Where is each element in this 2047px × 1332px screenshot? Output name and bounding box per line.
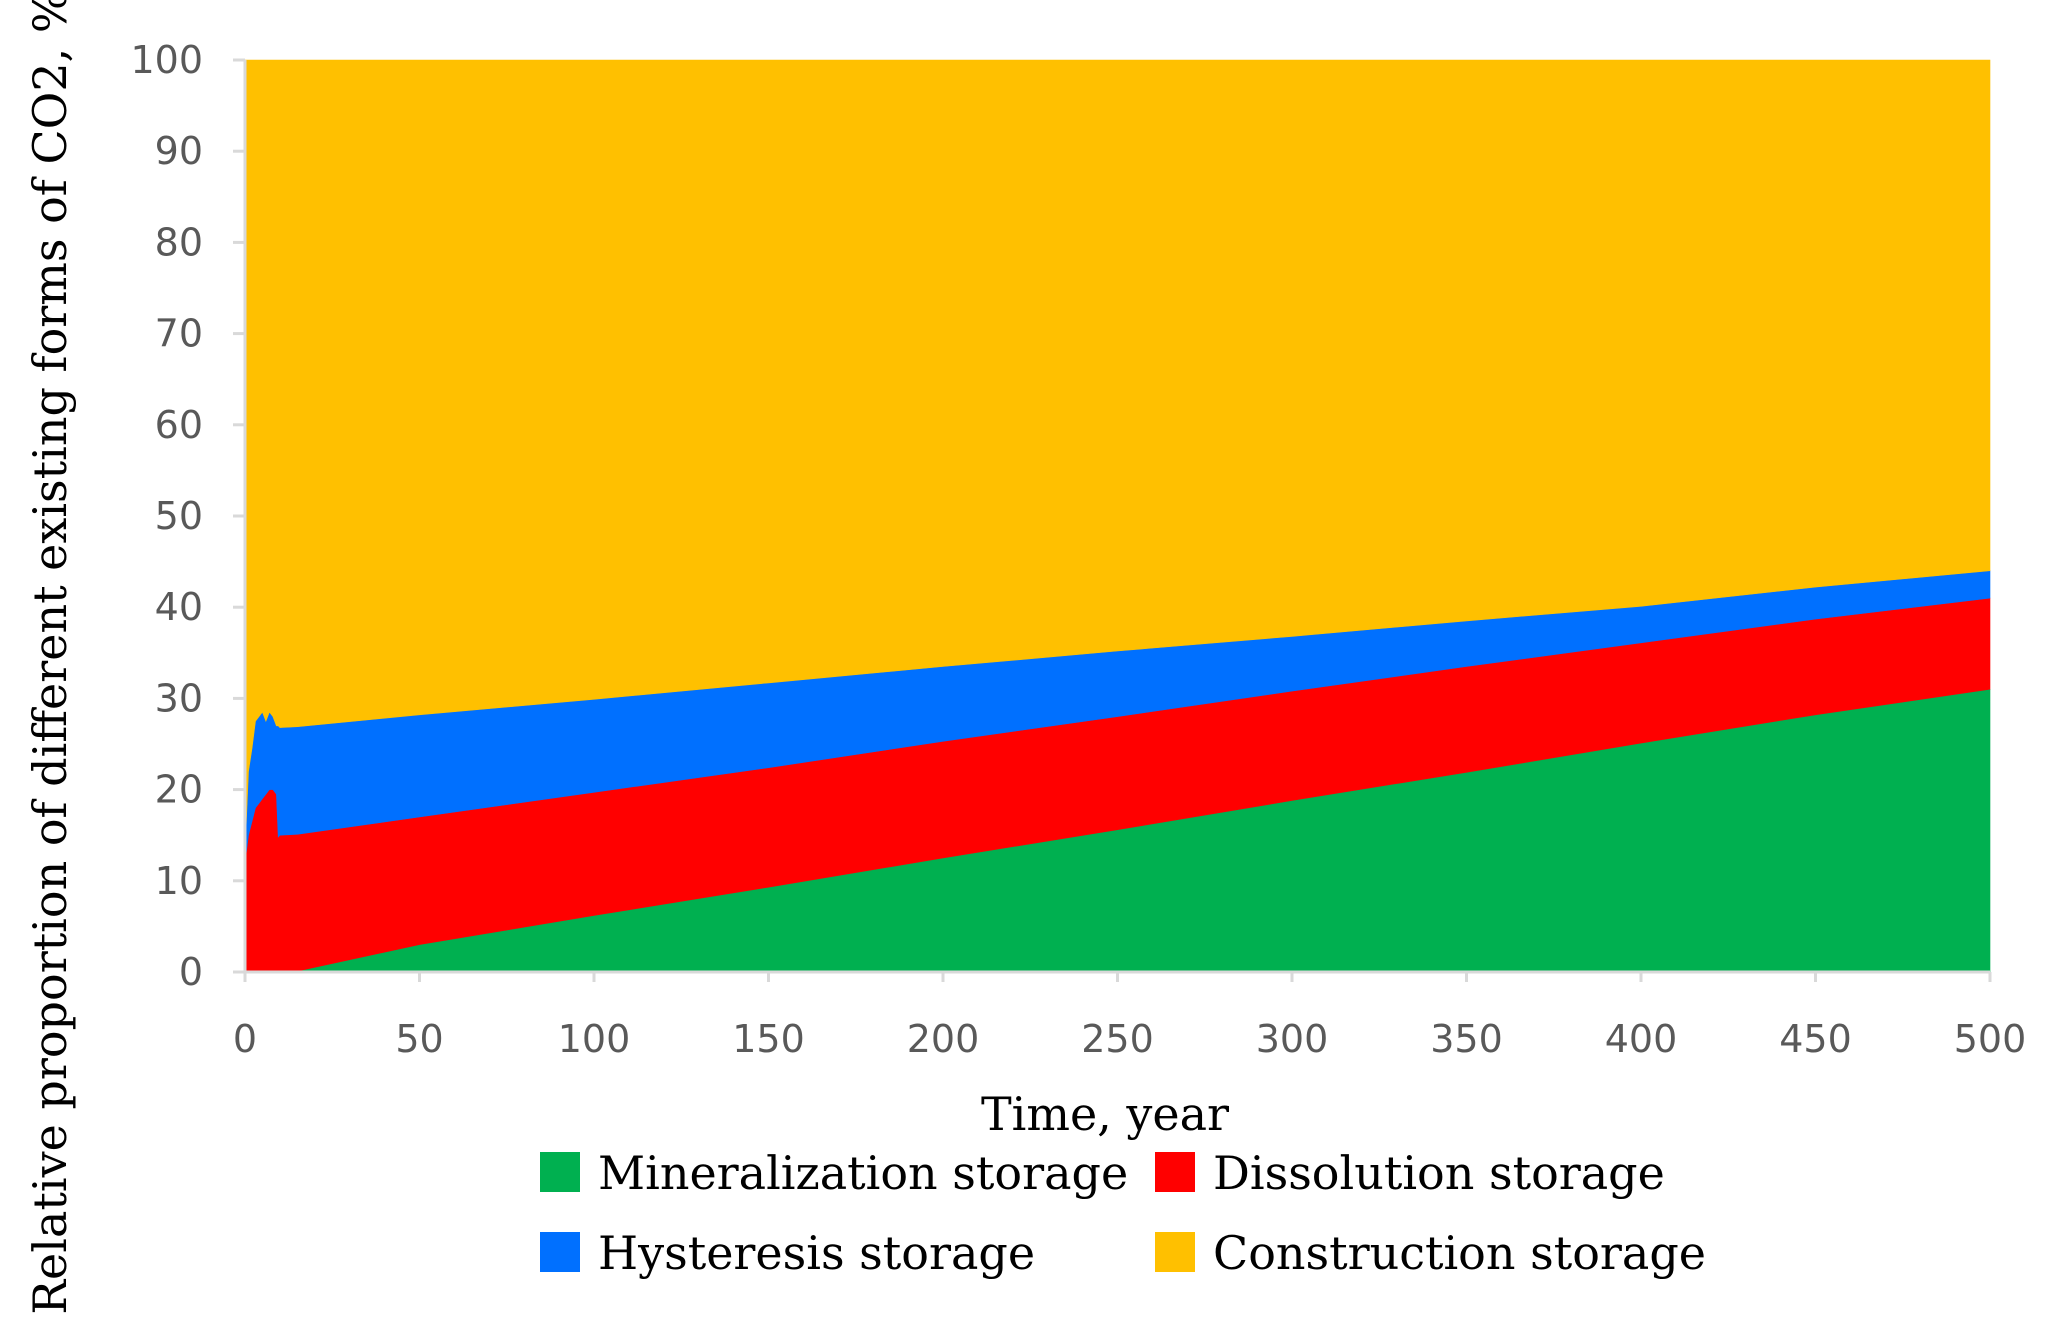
y-tick-label: 70 [155,312,203,356]
y-tick-label: 50 [155,494,203,538]
y-tick-label: 20 [155,768,203,812]
y-tick-label: 10 [155,859,203,903]
y-tick-label: 80 [155,220,203,264]
x-tick-label: 0 [233,1017,257,1061]
x-axis-title: Time, year [981,1087,1229,1141]
y-tick-label: 0 [179,950,203,994]
x-tick-label: 500 [1954,1017,2027,1061]
x-tick-label: 200 [907,1017,980,1061]
y-ticks: 0 10 20 30 40 50 60 70 80 90 100 [130,38,245,994]
x-tick-label: 350 [1430,1017,1503,1061]
legend-swatch [540,1152,580,1192]
area-construction-storage [244,59,1991,854]
y-tick-label: 90 [155,129,203,173]
y-axis-title: Relative proportion of different existin… [23,0,77,1315]
x-tick-label: 150 [732,1017,805,1061]
x-tick-label: 450 [1779,1017,1852,1061]
legend-swatch [540,1232,580,1272]
y-tick-label: 30 [155,676,203,720]
legend-label: Construction storage [1213,1226,1706,1280]
x-tick-label: 400 [1605,1017,1678,1061]
y-tick-label: 40 [155,585,203,629]
legend-label: Hysteresis storage [598,1226,1035,1280]
x-tick-label: 250 [1081,1017,1154,1061]
stacked-areas [244,59,1991,973]
y-tick-label: 100 [130,38,203,82]
legend-swatch [1155,1152,1195,1192]
x-tick-label: 100 [558,1017,631,1061]
legend-label: Mineralization storage [598,1146,1128,1200]
legend-swatch [1155,1232,1195,1272]
x-tick-label: 300 [1256,1017,1329,1061]
legend-label: Dissolution storage [1213,1146,1665,1200]
y-tick-label: 60 [155,403,203,447]
x-tick-label: 50 [395,1017,443,1061]
legend: Mineralization storage Dissolution storag… [540,1146,1706,1280]
x-ticks: 0 50 100 150 200 250 300 350 400 450 500 [233,972,2026,1061]
